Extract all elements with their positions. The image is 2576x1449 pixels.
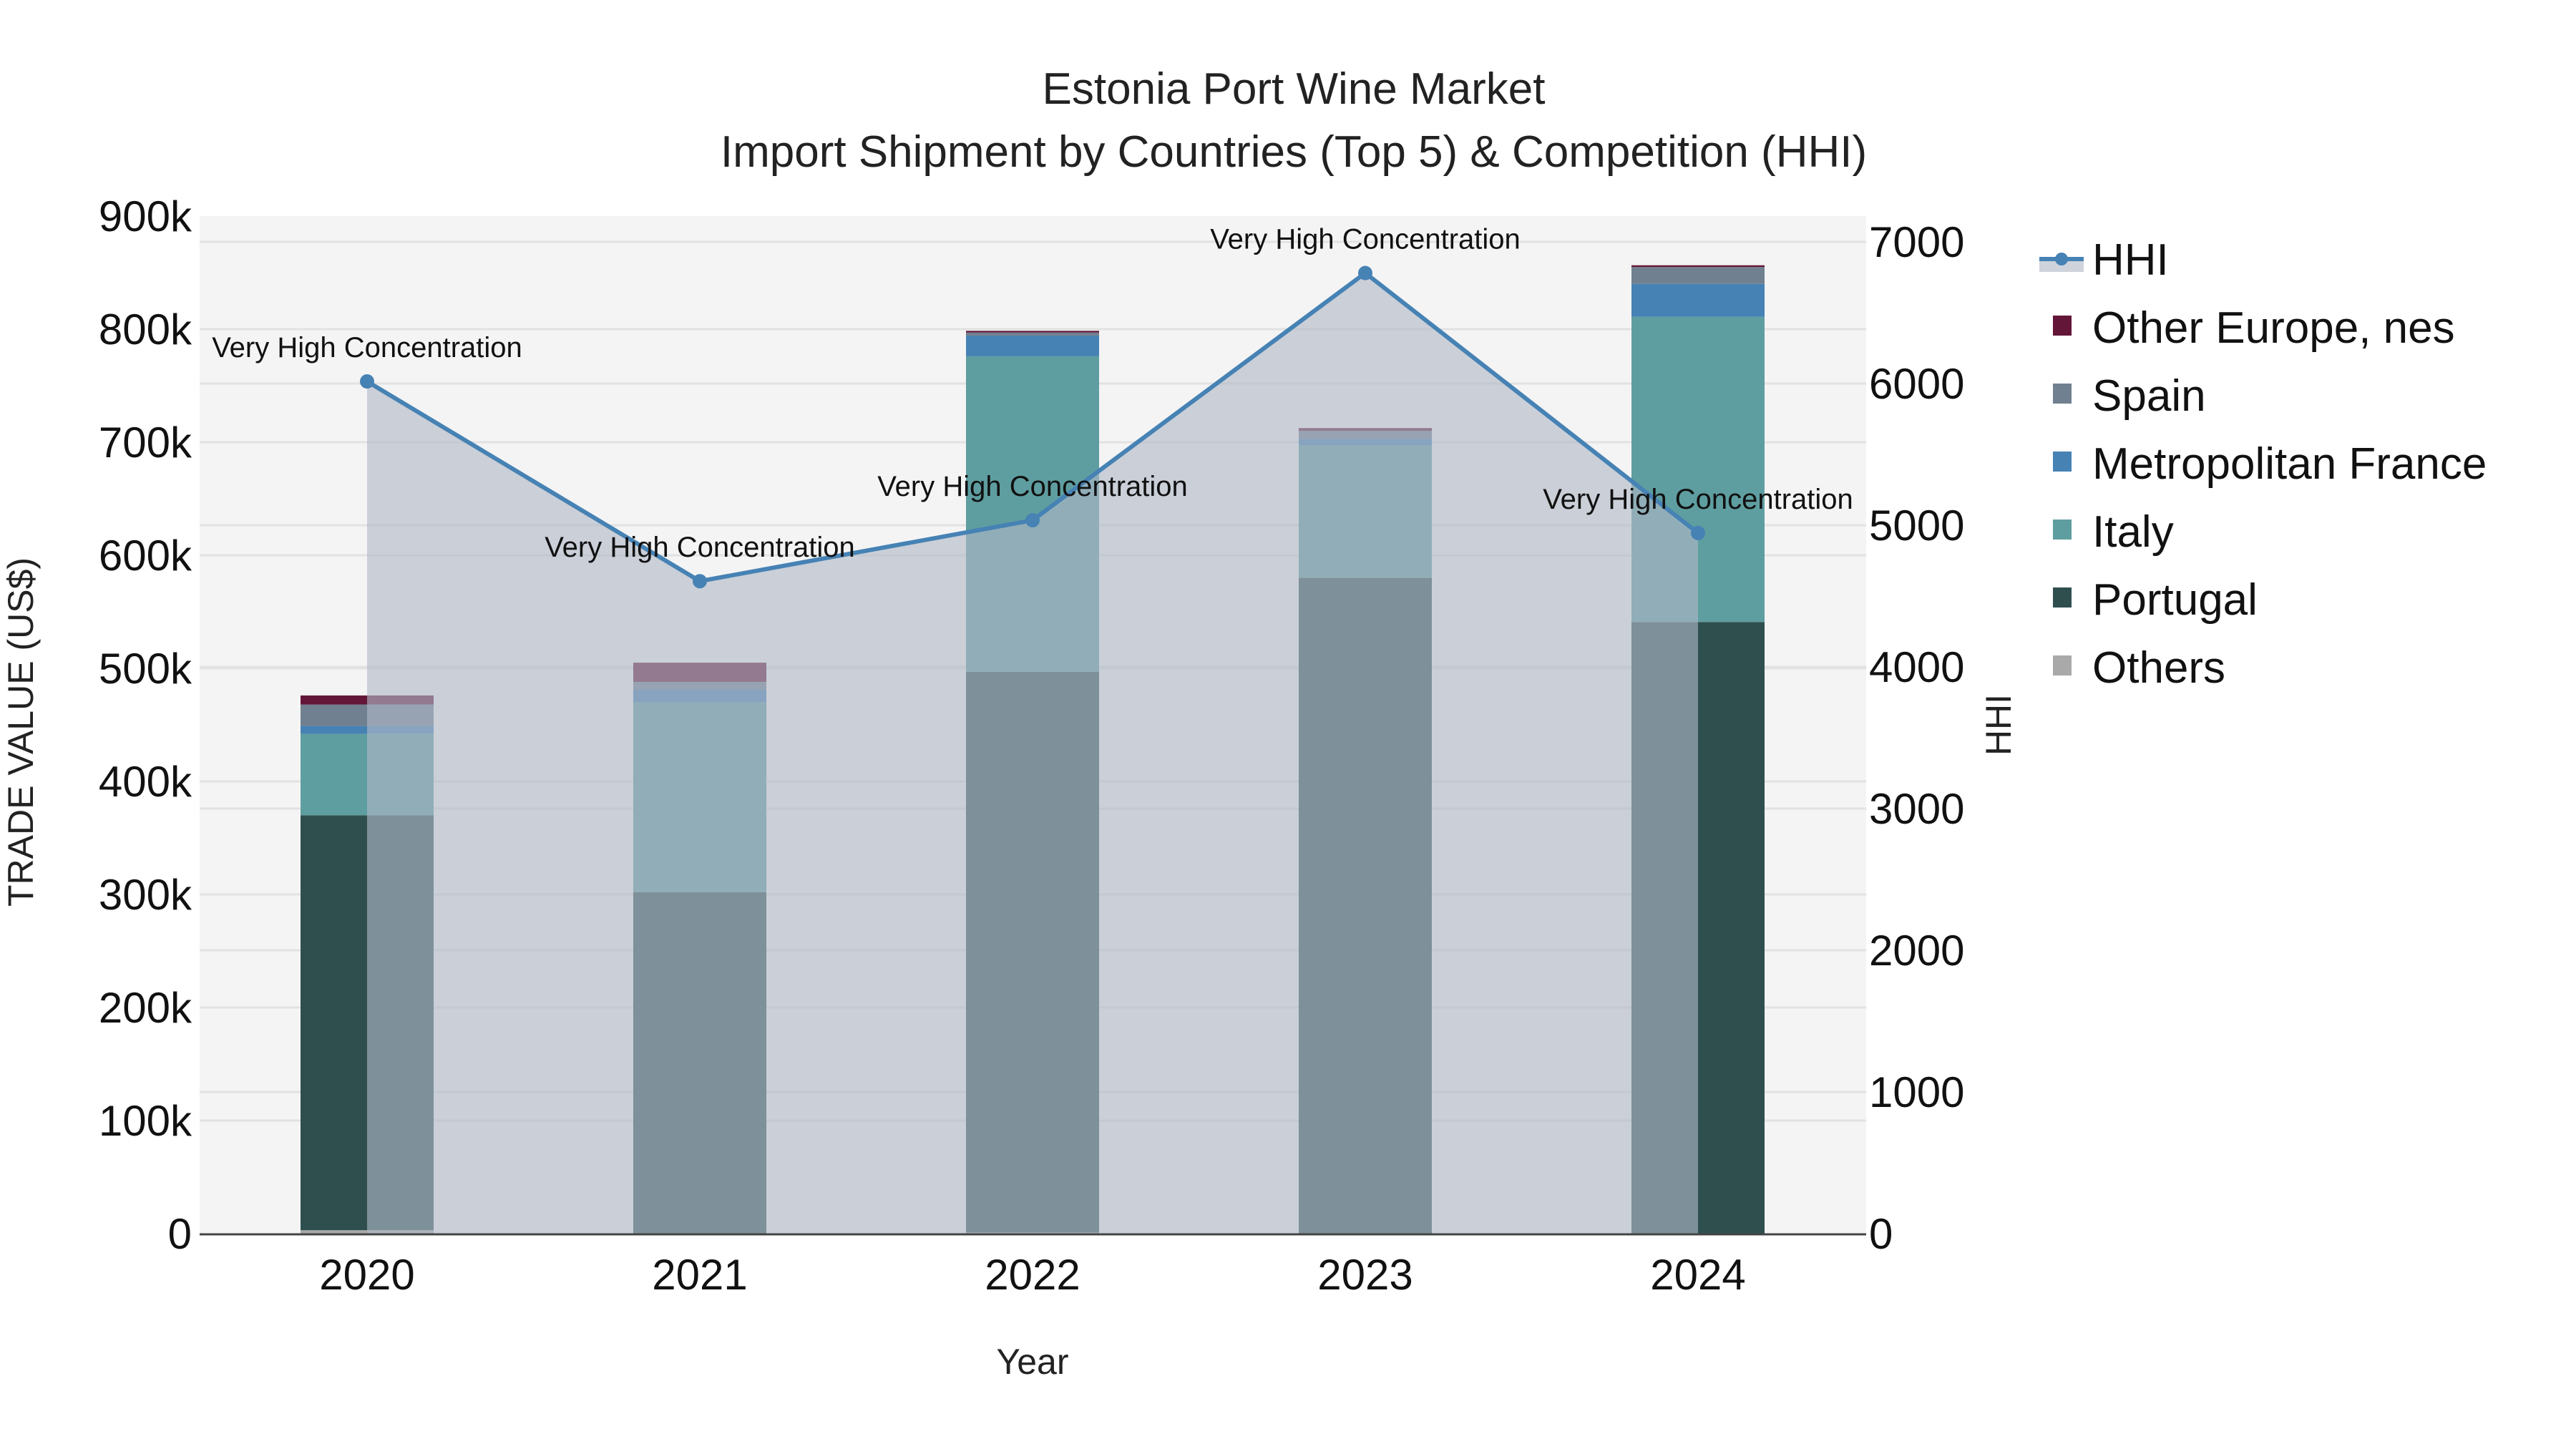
legend-swatch-icon	[2053, 655, 2072, 675]
legend-swatch-icon	[2053, 384, 2072, 404]
y-right-tick: 3000	[1869, 785, 1964, 833]
hhi-area	[367, 273, 1698, 1234]
y-right-tick: 0	[1869, 1210, 1893, 1258]
legend-label: HHI	[2092, 235, 2169, 285]
y-right-tick: 5000	[1869, 502, 1964, 550]
y-left-tick: 800k	[99, 306, 192, 353]
hhi-marker[interactable]	[1358, 265, 1372, 280]
legend-label: Other Europe, nes	[2092, 303, 2455, 353]
x-tick: 2022	[985, 1251, 1080, 1299]
legend-label: Metropolitan France	[2092, 439, 2487, 489]
x-tick-labels: 2020 2021 2022 2023 2024	[319, 1251, 1745, 1299]
legend-item-other-europe-nes[interactable]: Other Europe, nes	[2053, 303, 2455, 353]
y-left-tick: 900k	[99, 192, 192, 240]
legend-item-italy[interactable]: Italy	[2053, 507, 2174, 557]
legend-swatch-icon	[2053, 587, 2072, 608]
y-right-tick-labels: 0 1000 2000 3000 4000 5000 6000 7000	[1869, 218, 1964, 1258]
y-right-tick: 7000	[1869, 218, 1964, 266]
legend-item-metropolitan-france[interactable]: Metropolitan France	[2053, 439, 2487, 489]
hhi-annotation: Very High Concentration	[1543, 484, 1853, 515]
legend-item-hhi[interactable]: HHI	[2039, 235, 2169, 285]
hhi-line	[360, 265, 1705, 589]
hhi-annotations: Very High Concentration Very High Concent…	[212, 224, 1853, 564]
legend: HHI Other Europe, nes Spain Metropolitan Fr…	[2039, 235, 2487, 693]
legend-label: Portugal	[2092, 575, 2258, 625]
hhi-annotation: Very High Concentration	[212, 332, 522, 364]
hhi-marker[interactable]	[693, 574, 707, 589]
bar-segment	[1631, 267, 1765, 284]
hhi-annotation: Very High Concentration	[545, 532, 855, 563]
legend-item-portugal[interactable]: Portugal	[2053, 575, 2258, 625]
legend-label: Italy	[2092, 507, 2174, 557]
legend-swatch-icon	[2053, 316, 2072, 336]
legend-label: Others	[2092, 643, 2225, 693]
y-left-tick: 200k	[99, 984, 192, 1032]
y-left-tick: 300k	[99, 871, 192, 919]
y-right-tick: 4000	[1869, 643, 1964, 691]
y-left-tick: 700k	[99, 419, 192, 467]
bar-segment	[966, 336, 1099, 356]
y-left-tick: 100k	[99, 1097, 192, 1145]
y-left-tick: 500k	[99, 645, 192, 693]
chart-title-line1: Estonia Port Wine Market	[1043, 64, 1546, 114]
legend-swatch-icon	[2053, 519, 2072, 540]
x-tick: 2021	[652, 1251, 747, 1299]
y-right-tick: 2000	[1869, 927, 1964, 975]
bar-segment	[966, 332, 1099, 336]
x-tick: 2023	[1317, 1251, 1413, 1299]
y-left-tick-labels: 0 100k 200k 300k 400k 500k 600k 700k 800k 900k	[99, 192, 192, 1258]
y-right-axis-title: HHI	[1979, 694, 2019, 756]
hhi-annotation: Very High Concentration	[877, 471, 1188, 502]
y-left-tick: 400k	[99, 758, 192, 806]
bar-segment	[966, 331, 1099, 333]
y-left-axis-title: TRADE VALUE (US$)	[1, 557, 41, 907]
hhi-marker[interactable]	[360, 374, 374, 389]
hhi-area-fill	[367, 273, 1698, 1234]
hhi-marker[interactable]	[1691, 525, 1705, 540]
legend-swatch-icon	[2053, 452, 2072, 472]
y-left-tick: 600k	[99, 532, 192, 580]
legend-label: Spain	[2092, 371, 2206, 421]
hhi-annotation: Very High Concentration	[1210, 224, 1521, 255]
chart-title-line2: Import Shipment by Countries (Top 5) & C…	[721, 127, 1867, 177]
x-axis-title: Year	[996, 1342, 1068, 1382]
x-tick: 2024	[1650, 1251, 1745, 1299]
legend-item-others[interactable]: Others	[2053, 643, 2225, 693]
y-right-tick: 1000	[1869, 1068, 1964, 1116]
hhi-marker[interactable]	[1025, 513, 1040, 528]
x-tick: 2020	[319, 1251, 414, 1299]
bar-segment	[1631, 265, 1765, 268]
y-right-tick: 6000	[1869, 360, 1964, 408]
legend-marker-icon	[2055, 253, 2068, 265]
y-left-tick: 0	[168, 1210, 192, 1258]
bar-segment	[1631, 283, 1765, 317]
legend-item-spain[interactable]: Spain	[2053, 371, 2206, 421]
